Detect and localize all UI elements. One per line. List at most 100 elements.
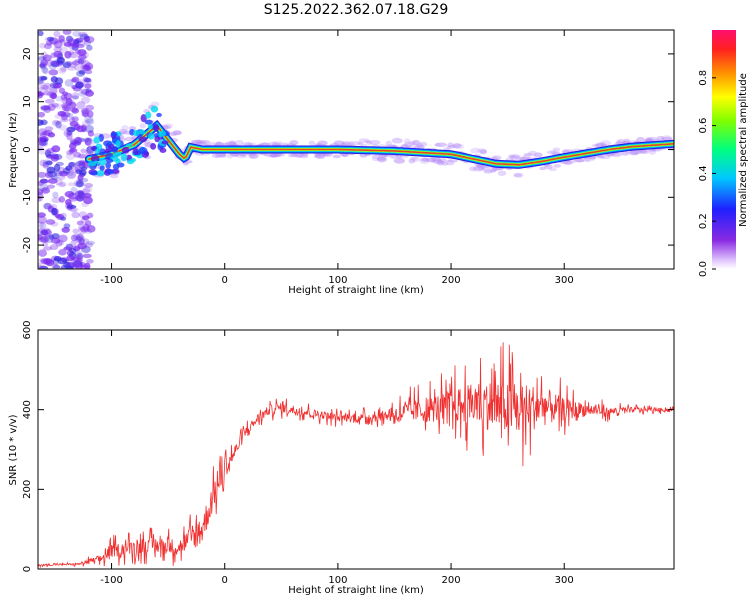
ridge-blob [115, 140, 121, 148]
noise-blob [40, 119, 48, 126]
spectral-halo [515, 156, 527, 160]
noise-blob [73, 263, 84, 269]
ridge-blob [132, 147, 139, 156]
snr-series-line [38, 342, 674, 569]
ridge-blob [144, 119, 153, 125]
spectral-halo [648, 149, 657, 155]
spectral-halo [214, 152, 222, 159]
noise-blob [63, 106, 72, 112]
noise-blob [79, 33, 89, 40]
spectrogram-y-axis-label: Frequency (Hz) [8, 112, 19, 188]
noise-blob [81, 108, 89, 117]
spectral-halo [164, 123, 173, 128]
noise-blob [49, 87, 58, 95]
spectrogram-x-ticks: -100 0 100 200 300 [100, 30, 574, 286]
spectrogram-plot-area [38, 30, 674, 269]
ridge-blob [106, 168, 114, 175]
noise-blob [71, 107, 80, 114]
noise-blob [78, 69, 86, 75]
noise-blob [53, 50, 63, 58]
spectral-halo [438, 158, 448, 164]
noise-blob [66, 204, 77, 209]
x-tick-label: 100 [328, 275, 347, 286]
spectral-halo [553, 163, 561, 168]
noise-blob [51, 263, 61, 269]
noise-blob [82, 253, 92, 259]
noise-blob [82, 238, 90, 244]
noise-blob [41, 51, 48, 60]
spectral-halo [595, 142, 606, 148]
spectral-halo [211, 153, 221, 159]
spectral-halo [645, 137, 653, 142]
ridge-blob [116, 162, 125, 168]
spectrogram-y-ticks: -20 -10 0 10 20 [22, 48, 674, 253]
noise-blob [74, 81, 85, 89]
noise-blob [78, 91, 88, 97]
ridge-blob [90, 154, 100, 163]
noise-blob [55, 240, 63, 247]
ridge-blob [105, 158, 114, 163]
noise-blob [74, 64, 84, 72]
noise-blob [43, 228, 52, 237]
spectral-halo [411, 139, 421, 146]
ridge-blob [150, 142, 157, 150]
noise-blob [64, 190, 75, 198]
noise-blob [38, 216, 47, 224]
noise-blob [58, 195, 66, 203]
noise-blob [77, 57, 87, 65]
ridge-blob [138, 129, 145, 135]
noise-blob [41, 130, 50, 136]
noise-blob [76, 220, 84, 226]
ridge-blob [103, 140, 112, 147]
noise-blob [65, 198, 72, 206]
ridge-blob [90, 171, 98, 176]
noise-blob [40, 236, 49, 243]
noise-blob [80, 217, 87, 224]
noise-blob [78, 226, 87, 235]
spectral-halo [426, 157, 437, 163]
noise-blob [38, 265, 49, 269]
spectral-halo [523, 152, 533, 156]
noise-blob [38, 30, 44, 37]
noise-blob [51, 197, 62, 204]
noise-blob [51, 102, 59, 108]
noise-blob [38, 86, 45, 92]
spectral-halo [234, 139, 244, 146]
noise-blob [80, 148, 87, 154]
noise-blob [83, 137, 93, 143]
noise-blob [56, 56, 65, 64]
spectral-halo [491, 155, 502, 161]
noise-blob [44, 126, 54, 131]
spectral-halo [548, 167, 557, 172]
ridge-blob [159, 147, 167, 153]
noise-blob [59, 212, 67, 219]
spectral-ridge-band [88, 124, 674, 166]
noise-blob [39, 221, 47, 230]
noise-blob [76, 43, 85, 49]
noise-blob [50, 237, 61, 244]
spectral-halo [565, 160, 576, 164]
noise-blob [55, 178, 63, 186]
noise-blob [84, 62, 94, 71]
spectral-halo [172, 130, 182, 136]
noise-blob [76, 254, 83, 263]
x-tick-label: 300 [555, 575, 574, 586]
noise-blob [84, 137, 92, 146]
noise-blob [76, 235, 86, 243]
ridge-blob [145, 111, 152, 119]
noise-blob [66, 171, 77, 179]
spectral-halo [436, 160, 445, 166]
noise-blob [60, 117, 69, 123]
spectral-halo [270, 153, 282, 158]
ridge-blob [112, 151, 122, 158]
spectral-halo [546, 150, 557, 155]
colorbar-tick-label: 0.8 [698, 70, 709, 86]
noise-blob [60, 216, 67, 221]
noise-blob [77, 49, 87, 56]
noise-blob [77, 190, 84, 197]
noise-blob [68, 162, 75, 167]
noise-blob [74, 195, 85, 201]
noise-blob [71, 116, 79, 122]
y-tick-label: 20 [22, 48, 33, 61]
